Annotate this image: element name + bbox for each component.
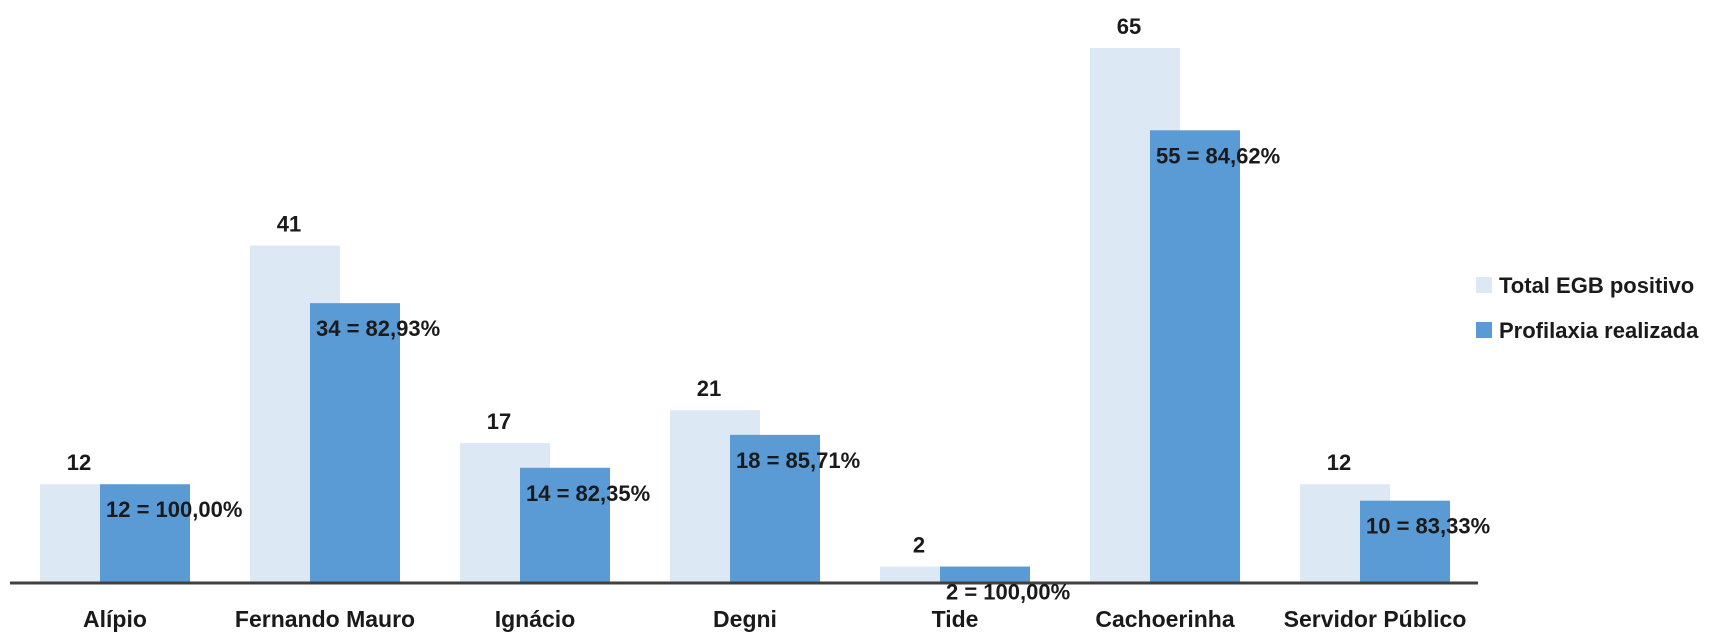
bar-profilaxia-1 <box>310 303 400 583</box>
data-label-profilaxia-5: 55 = 84,62% <box>1156 143 1280 168</box>
bar-profilaxia-2 <box>520 467 610 583</box>
data-label-profilaxia-0: 12 = 100,00% <box>106 497 242 522</box>
x-tick-labels: Alípio Fernando Mauro Ignácio Degni Tide Cach… <box>83 606 1466 632</box>
x-tick-label-0: Alípio <box>83 606 147 632</box>
bars-group <box>40 48 1450 584</box>
x-tick-label-6: Servidor Público <box>1284 606 1467 632</box>
x-tick-label-5: Cachoerinha <box>1095 606 1235 632</box>
bar-profilaxia-3 <box>730 434 820 583</box>
data-label-total-6: 12 <box>1327 450 1351 475</box>
legend-swatch-0 <box>1476 277 1492 293</box>
legend-label-1: Profilaxia realizada <box>1499 318 1699 343</box>
legend-swatch-1 <box>1476 322 1492 338</box>
x-tick-label-2: Ignácio <box>495 606 576 632</box>
bar-profilaxia-4 <box>940 566 1030 583</box>
data-label-profilaxia-4: 2 = 100,00% <box>946 580 1070 605</box>
legend: Total EGB positivo Profilaxia realizada <box>1476 273 1699 343</box>
x-tick-label-3: Degni <box>713 606 777 632</box>
data-label-profilaxia-6: 10 = 83,33% <box>1366 514 1490 539</box>
data-label-total-5: 65 <box>1117 14 1141 39</box>
data-label-total-2: 17 <box>487 409 511 434</box>
data-labels: 12 12 = 100,00% 41 34 = 82,93% 17 14 = 82,35%… <box>67 14 1490 605</box>
bar-profilaxia-6 <box>1360 500 1450 583</box>
bar-profilaxia-5 <box>1150 130 1240 584</box>
legend-label-0: Total EGB positivo <box>1499 273 1694 298</box>
x-tick-label-4: Tide <box>932 606 979 632</box>
bar-profilaxia-0 <box>100 484 190 583</box>
x-tick-label-1: Fernando Mauro <box>235 606 415 632</box>
data-label-profilaxia-2: 14 = 82,35% <box>526 481 650 506</box>
data-label-total-1: 41 <box>277 212 301 237</box>
data-label-total-4: 2 <box>913 533 925 558</box>
data-label-total-0: 12 <box>67 450 91 475</box>
data-label-total-3: 21 <box>697 376 721 401</box>
data-label-profilaxia-3: 18 = 85,71% <box>736 448 860 473</box>
data-label-profilaxia-1: 34 = 82,93% <box>316 316 440 341</box>
